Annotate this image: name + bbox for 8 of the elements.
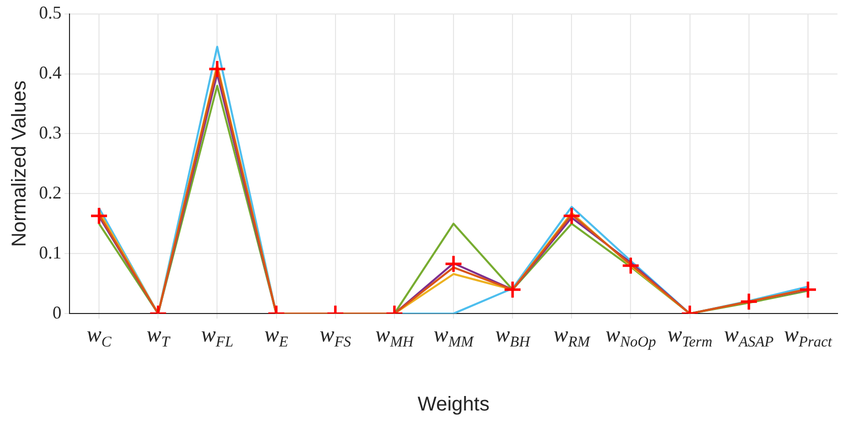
y-tick-label: 0.2 <box>39 182 62 202</box>
y-axis-title: Normalized Values <box>8 80 31 247</box>
y-tick-label: 0.1 <box>39 242 62 262</box>
y-tick-label: 0 <box>52 302 62 322</box>
y-tick-label: 0.3 <box>39 122 62 142</box>
y-tick-label: 0.5 <box>39 2 62 23</box>
y-tick-label: 0.4 <box>39 62 62 82</box>
x-axis-title: Weights <box>418 394 490 416</box>
